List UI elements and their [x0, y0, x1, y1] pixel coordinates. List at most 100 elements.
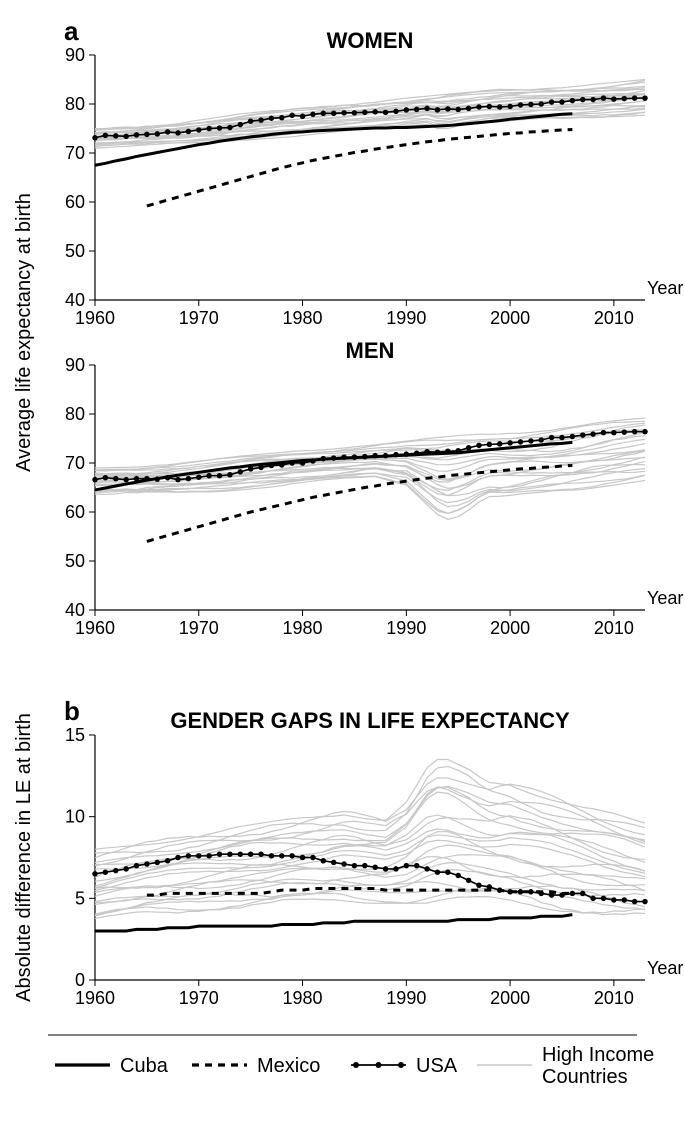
usa-line-marker: [601, 896, 607, 902]
usa-line-marker: [372, 865, 378, 871]
usa-line-marker: [435, 869, 441, 875]
svg-text:50: 50: [65, 551, 85, 571]
usa-line-marker: [321, 456, 327, 462]
usa-line-marker: [590, 97, 596, 103]
usa-line-marker: [206, 126, 212, 132]
usa-line-marker: [258, 465, 264, 471]
usa-line-marker: [92, 477, 98, 483]
usa-line-marker: [424, 106, 430, 112]
usa-line-marker: [352, 863, 358, 869]
svg-text:GENDER GAPS IN LIFE EXPECTANCY: GENDER GAPS IN LIFE EXPECTANCY: [170, 708, 570, 733]
usa-line-marker: [113, 133, 119, 139]
usa-line-marker: [248, 118, 254, 124]
usa-line-marker: [92, 135, 98, 141]
usa-line-marker: [206, 473, 212, 479]
usa-line-marker: [155, 131, 161, 137]
svg-text:Countries: Countries: [542, 1066, 628, 1088]
usa-line-marker: [424, 449, 430, 455]
usa-line-marker: [570, 434, 576, 440]
usa-line-marker: [590, 431, 596, 437]
usa-line-marker: [321, 858, 327, 864]
usa-line-marker: [601, 430, 607, 436]
usa-line-marker: [155, 860, 161, 866]
usa-line-marker: [621, 429, 627, 435]
usa-line-marker: [248, 851, 254, 857]
usa-line-marker: [476, 883, 482, 889]
svg-text:1970: 1970: [179, 618, 219, 638]
svg-text:70: 70: [65, 143, 85, 163]
usa-line-marker: [289, 460, 295, 466]
usa-line-marker: [424, 866, 430, 872]
usa-line-marker: [528, 102, 534, 108]
svg-text:60: 60: [65, 502, 85, 522]
svg-text:1980: 1980: [283, 618, 323, 638]
usa-line-marker: [518, 102, 524, 108]
usa-line-marker: [123, 134, 129, 140]
usa-line-marker: [238, 469, 244, 475]
svg-text:1960: 1960: [75, 618, 115, 638]
usa-line-marker: [310, 458, 316, 464]
high-income-line: [95, 835, 645, 888]
usa-line-marker: [331, 111, 337, 117]
usa-line-marker: [103, 133, 109, 139]
usa-line-marker: [103, 475, 109, 481]
usa-line-marker: [144, 476, 150, 482]
usa-line-marker: [175, 130, 181, 136]
usa-line-marker: [165, 129, 171, 135]
usa-line-marker: [393, 109, 399, 115]
usa-line-marker: [455, 448, 461, 454]
usa-line-marker: [341, 454, 347, 460]
usa-line-marker: [476, 443, 482, 449]
svg-text:1970: 1970: [179, 308, 219, 328]
usa-line-marker: [538, 891, 544, 897]
usa-line-marker: [165, 858, 171, 864]
usa-line-marker: [393, 866, 399, 872]
usa-line-marker: [518, 439, 524, 445]
usa-line-marker: [632, 95, 638, 101]
usa-line-marker: [570, 891, 576, 897]
usa-line-marker: [300, 114, 306, 120]
usa-line-marker: [414, 107, 420, 113]
usa-line-marker: [487, 442, 493, 448]
svg-text:1980: 1980: [283, 988, 323, 1008]
usa-line-marker: [217, 125, 223, 131]
svg-text:Absolute difference in LE at b: Absolute difference in LE at birth: [13, 713, 35, 1002]
usa-line-marker: [175, 855, 181, 861]
svg-text:1960: 1960: [75, 308, 115, 328]
usa-line-marker: [217, 473, 223, 479]
usa-line-marker: [404, 451, 410, 457]
usa-line-marker: [310, 855, 316, 861]
svg-text:b: b: [64, 696, 80, 726]
usa-line-marker: [134, 476, 140, 482]
usa-line-marker: [611, 897, 617, 903]
usa-line-marker: [549, 892, 555, 898]
usa-line-marker: [414, 863, 420, 869]
usa-line-marker: [435, 107, 441, 113]
usa-line-marker: [269, 115, 275, 121]
svg-text:1990: 1990: [386, 308, 426, 328]
svg-text:WOMEN: WOMEN: [327, 28, 414, 53]
usa-line-marker: [518, 889, 524, 895]
usa-line-marker: [507, 104, 513, 110]
usa-line-marker: [559, 892, 565, 898]
usa-line-marker: [144, 861, 150, 867]
usa-line-marker: [310, 112, 316, 118]
usa-line-marker: [497, 441, 503, 447]
usa-line-marker: [590, 896, 596, 902]
svg-text:a: a: [64, 16, 79, 46]
svg-text:High Income: High Income: [542, 1044, 654, 1066]
usa-line-marker: [393, 452, 399, 458]
svg-text:2010: 2010: [594, 988, 634, 1008]
usa-line-marker: [300, 855, 306, 861]
svg-text:80: 80: [65, 94, 85, 114]
usa-line-marker: [227, 472, 233, 478]
svg-text:Average life expectancy at bir: Average life expectancy at birth: [13, 193, 35, 472]
usa-line-marker: [435, 449, 441, 455]
panel_men: MEN405060708090196019701980199020002010Y…: [65, 338, 683, 638]
usa-line-marker: [621, 897, 627, 903]
usa-line-marker: [258, 117, 264, 123]
panel_gap: GENDER GAPS IN LIFE EXPECTANCY0510151960…: [65, 708, 683, 1008]
usa-line-marker: [497, 104, 503, 110]
svg-text:5: 5: [75, 888, 85, 908]
usa-line-marker: [466, 106, 472, 112]
